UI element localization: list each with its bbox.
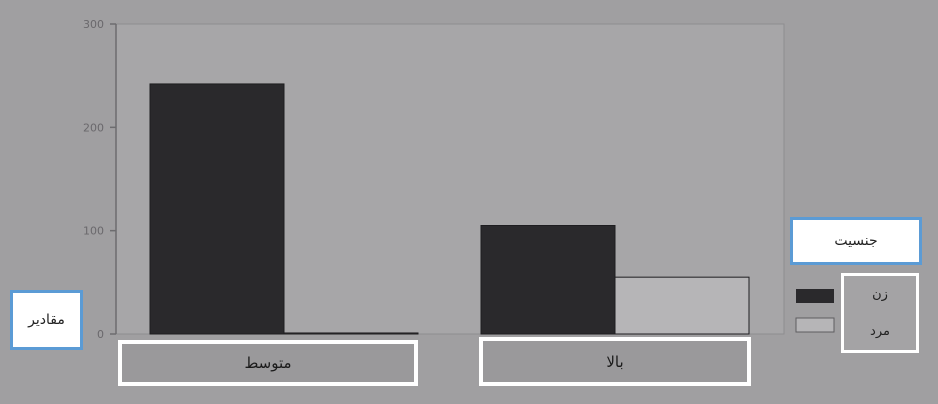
- legend-label-women: زن: [872, 287, 888, 302]
- legend-label-men: مرد: [870, 324, 890, 339]
- bars: [149, 83, 750, 335]
- y-tick-label: 200: [83, 121, 104, 134]
- y-tick-label: 100: [83, 225, 104, 238]
- bar-men-high: [614, 276, 750, 335]
- bar-women-average: [149, 83, 285, 335]
- y-tick-label: 0: [97, 328, 104, 341]
- category-label-high: بالا: [479, 337, 751, 386]
- bar-women-high: [480, 225, 616, 335]
- y-ticks: 0 100 200 300: [83, 18, 116, 341]
- y-tick-label: 300: [83, 18, 104, 31]
- legend-labels: زن مرد: [841, 273, 919, 353]
- y-axis-title: مقادیر: [10, 290, 83, 350]
- legend-swatch-women: [796, 289, 834, 303]
- category-label-average: متوسط: [118, 340, 418, 386]
- legend-title: جنسیت: [790, 217, 922, 265]
- bar-men-average: [283, 332, 419, 335]
- legend-swatch-men: [795, 317, 835, 333]
